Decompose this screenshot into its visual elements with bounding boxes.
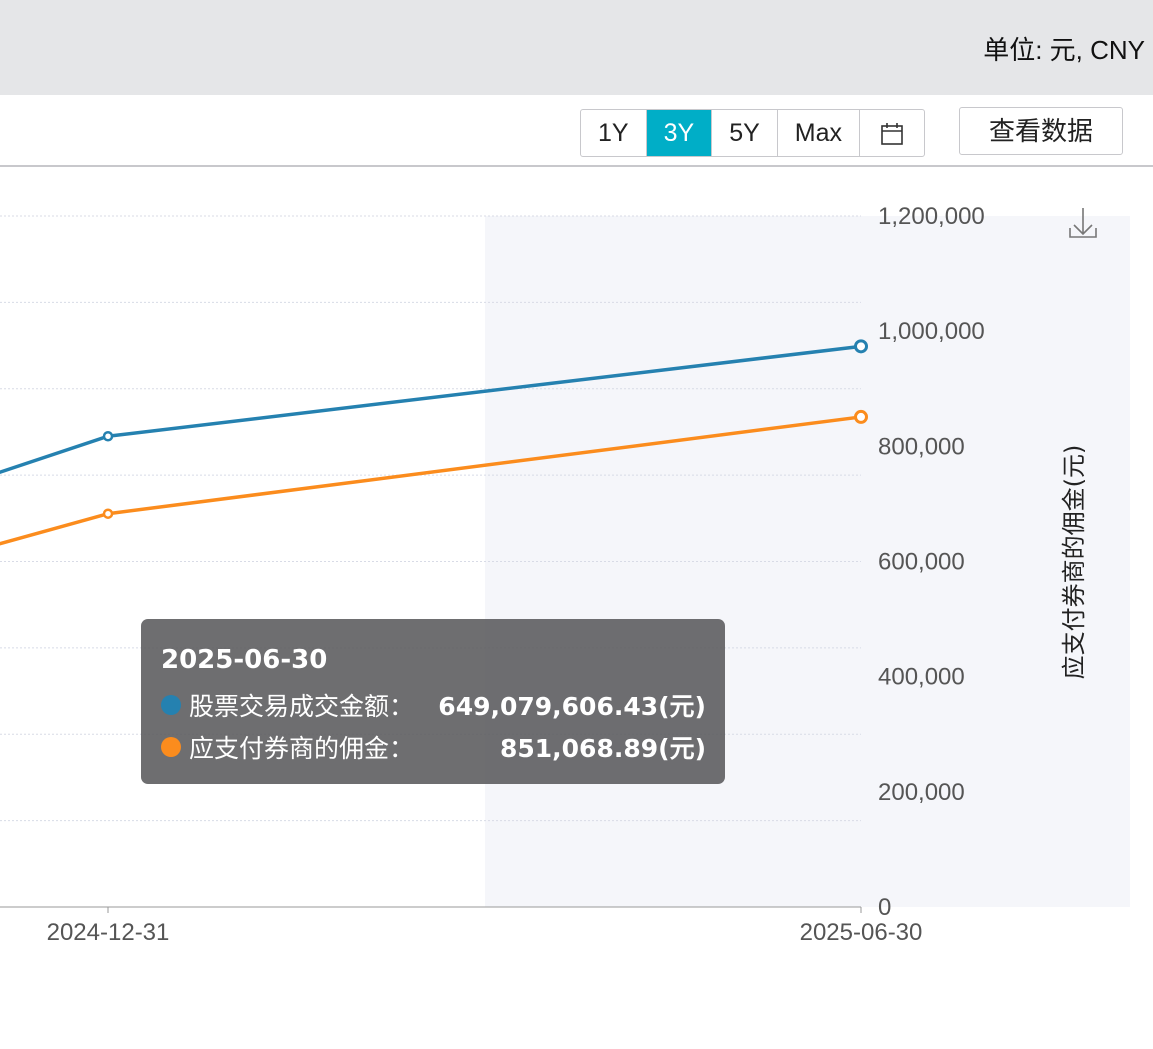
data-point: [102, 508, 114, 519]
tooltip-row-2: 应支付券商的佣金： 851,068.89(元): [161, 729, 706, 765]
right-y-tick-label: 800,000: [878, 433, 965, 460]
range-1y-button[interactable]: 1Y: [581, 110, 647, 156]
data-point: [854, 409, 868, 424]
range-5y-button[interactable]: 5Y: [712, 110, 778, 156]
right-y-tick-label: 1,000,000: [878, 318, 985, 345]
series-1-dot: [161, 695, 181, 715]
right-y-axis-label: 应支付券商的佣金(元): [1060, 445, 1088, 680]
x-tick-label: 2025-06-30: [800, 919, 923, 946]
tooltip-value: 851,068.89(元): [499, 734, 706, 763]
x-tick-label: 2024-12-31: [47, 919, 170, 946]
right-y-tick-label: 0: [878, 894, 891, 921]
download-icon[interactable]: [1069, 208, 1097, 238]
tooltip-label: 股票交易成交金额：: [189, 692, 415, 721]
series-2-dot: [161, 737, 181, 757]
range-3y-button[interactable]: 3Y: [646, 110, 713, 156]
tooltip-date: 2025-06-30: [161, 645, 328, 675]
calendar-button[interactable]: [860, 110, 924, 156]
tooltip-row-1: 股票交易成交金额： 649,079,606.43(元): [161, 687, 706, 723]
right-y-tick-label: 200,000: [878, 779, 965, 806]
right-y-tick-label: 1,200,000: [878, 203, 985, 230]
data-point: [102, 431, 114, 442]
unit-label: 单位: 元, CNY: [983, 35, 1145, 65]
top-bar: 单位: 元, CNY: [0, 0, 1153, 95]
range-max-button[interactable]: Max: [778, 110, 861, 156]
tooltip-value: 649,079,606.43(元): [438, 692, 706, 721]
tooltip-label: 应支付券商的佣金：: [189, 734, 415, 763]
tooltip: 2025-06-30 股票交易成交金额： 649,079,606.43(元) 应支…: [141, 619, 725, 784]
right-y-tick-label: 600,000: [878, 549, 965, 576]
view-data-button[interactable]: 查看数据: [959, 107, 1123, 155]
right-y-tick-label: 400,000: [878, 664, 965, 691]
divider: [0, 165, 1153, 167]
data-point: [854, 339, 868, 354]
range-selector: 1Y 3Y 5Y Max: [580, 109, 926, 157]
calendar-icon: [881, 123, 903, 145]
